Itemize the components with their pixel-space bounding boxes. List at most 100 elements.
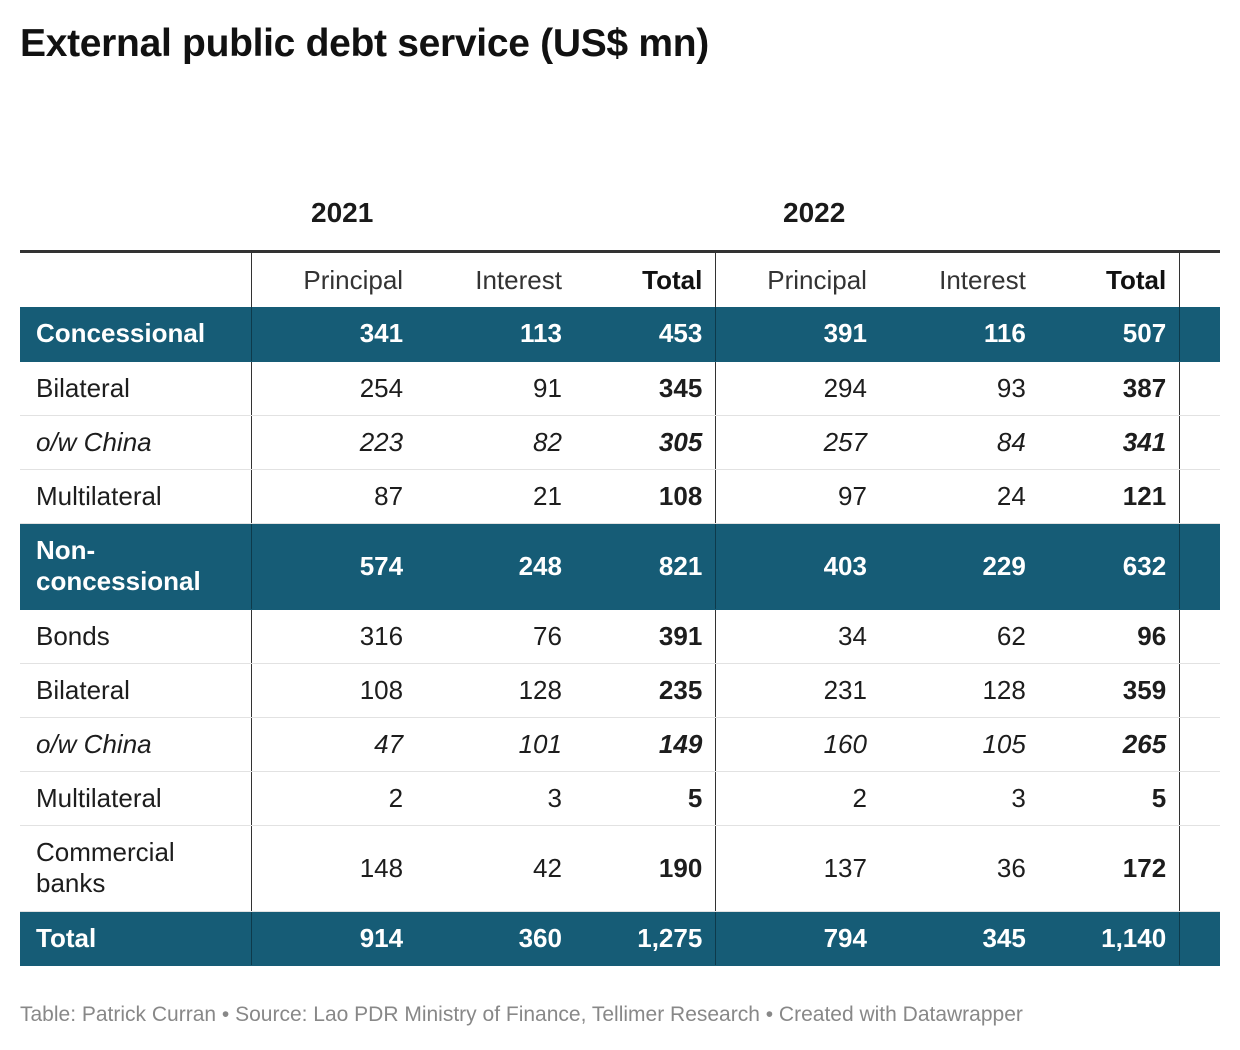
cell-total-2021: 1,275 xyxy=(574,911,717,966)
cell-principal-2021: 47 xyxy=(251,717,417,772)
cell-principal-2022: 391 xyxy=(715,307,880,362)
cell-interest-2022: 128 xyxy=(879,663,1039,718)
cell-principal-2022: 2 xyxy=(715,771,880,826)
cell-total-2022: 341 xyxy=(1038,415,1181,470)
table-body: Concessional 341 113 453 391 116 507 Bilateral 2… xyxy=(20,307,1220,966)
row-label: Commercial banks xyxy=(20,825,253,912)
page-title: External public debt service (US$ mn) xyxy=(20,22,709,65)
cell-principal-2022: 160 xyxy=(715,717,880,772)
header-extra xyxy=(1180,253,1220,307)
cell-total-2021: 453 xyxy=(574,307,717,362)
cell-total-2022: 172 xyxy=(1038,825,1181,912)
cell-extra xyxy=(1179,771,1220,826)
cell-total-2021: 345 xyxy=(574,361,717,416)
cell-principal-2021: 574 xyxy=(251,523,417,610)
table-top-rule xyxy=(20,250,1220,253)
cell-principal-2022: 294 xyxy=(715,361,880,416)
cell-interest-2021: 128 xyxy=(416,663,575,718)
cell-total-2021: 821 xyxy=(574,523,717,610)
year-header-2022: 2022 xyxy=(783,197,846,228)
cell-interest-2021: 21 xyxy=(416,469,575,524)
cell-interest-2021: 248 xyxy=(416,523,575,610)
footer-credits: Table: Patrick Curran • Source: Lao PDR … xyxy=(20,1003,1023,1026)
cell-total-2021: 235 xyxy=(574,663,717,718)
column-header-row: Principal Interest Total Principal Inter… xyxy=(20,253,1220,307)
cell-interest-2022: 62 xyxy=(879,609,1039,664)
cell-principal-2021: 914 xyxy=(251,911,417,966)
cell-total-2021: 391 xyxy=(574,609,717,664)
cell-principal-2021: 341 xyxy=(251,307,417,362)
row-label: Non-concessional xyxy=(20,523,253,610)
row-label: Total xyxy=(20,911,253,966)
cell-total-2022: 96 xyxy=(1038,609,1181,664)
cell-extra xyxy=(1179,523,1220,610)
table-row: Multilateral 87 21 108 97 24 121 xyxy=(20,469,1220,524)
header-interest-2021: Interest xyxy=(475,264,562,295)
cell-interest-2022: 24 xyxy=(879,469,1039,524)
cell-total-2022: 632 xyxy=(1038,523,1181,610)
row-label: o/w China xyxy=(20,717,253,772)
cell-interest-2022: 3 xyxy=(879,771,1039,826)
cell-principal-2022: 794 xyxy=(715,911,880,966)
table-row: Bonds 316 76 391 34 62 96 xyxy=(20,609,1220,664)
header-total-2021: Total xyxy=(574,253,717,307)
cell-interest-2021: 101 xyxy=(416,717,575,772)
cell-total-2022: 507 xyxy=(1038,307,1181,362)
cell-total-2021: 5 xyxy=(574,771,717,826)
cell-principal-2021: 2 xyxy=(251,771,417,826)
cell-total-2022: 1,140 xyxy=(1038,911,1181,966)
cell-interest-2022: 93 xyxy=(879,361,1039,416)
cell-interest-2022: 105 xyxy=(879,717,1039,772)
cell-principal-2021: 108 xyxy=(251,663,417,718)
header-row-label xyxy=(20,253,253,307)
cell-principal-2021: 316 xyxy=(251,609,417,664)
cell-extra xyxy=(1179,717,1220,772)
table-row: Concessional 341 113 453 391 116 507 xyxy=(20,307,1220,362)
cell-principal-2021: 87 xyxy=(251,469,417,524)
row-label: Bonds xyxy=(20,609,253,664)
cell-extra xyxy=(1179,307,1220,362)
cell-principal-2021: 148 xyxy=(251,825,417,912)
header-interest-2022: Interest xyxy=(939,264,1026,295)
table-row: o/w China 47 101 149 160 105 265 xyxy=(20,717,1220,772)
cell-interest-2022: 229 xyxy=(879,523,1039,610)
row-label: Bilateral xyxy=(20,361,253,416)
cell-interest-2022: 345 xyxy=(879,911,1039,966)
cell-interest-2021: 42 xyxy=(416,825,575,912)
cell-extra xyxy=(1179,663,1220,718)
cell-interest-2021: 113 xyxy=(416,307,575,362)
cell-interest-2022: 84 xyxy=(879,415,1039,470)
table-row: o/w China 223 82 305 257 84 341 xyxy=(20,415,1220,470)
cell-principal-2022: 403 xyxy=(715,523,880,610)
cell-total-2022: 5 xyxy=(1038,771,1181,826)
cell-total-2021: 149 xyxy=(574,717,717,772)
cell-total-2021: 305 xyxy=(574,415,717,470)
header-principal-2022: Principal xyxy=(767,264,867,295)
cell-principal-2021: 254 xyxy=(251,361,417,416)
row-label: Multilateral xyxy=(20,771,253,826)
cell-extra xyxy=(1179,469,1220,524)
cell-total-2021: 108 xyxy=(574,469,717,524)
cell-interest-2021: 76 xyxy=(416,609,575,664)
cell-interest-2022: 116 xyxy=(879,307,1039,362)
cell-extra xyxy=(1179,911,1220,966)
cell-interest-2022: 36 xyxy=(879,825,1039,912)
debt-service-table: Principal Interest Total Principal Inter… xyxy=(20,253,1220,966)
cell-principal-2022: 97 xyxy=(715,469,880,524)
year-header-2021: 2021 xyxy=(311,197,374,228)
row-label: Bilateral xyxy=(20,663,253,718)
header-total-2022: Total xyxy=(1038,253,1181,307)
cell-principal-2022: 257 xyxy=(715,415,880,470)
cell-extra xyxy=(1179,609,1220,664)
row-label: Concessional xyxy=(20,307,253,362)
cell-extra xyxy=(1179,825,1220,912)
cell-total-2022: 359 xyxy=(1038,663,1181,718)
row-label: o/w China xyxy=(20,415,253,470)
cell-extra xyxy=(1179,361,1220,416)
cell-principal-2021: 223 xyxy=(251,415,417,470)
row-label: Multilateral xyxy=(20,469,253,524)
table-row: Bilateral 108 128 235 231 128 359 xyxy=(20,663,1220,718)
cell-interest-2021: 3 xyxy=(416,771,575,826)
table-row: Bilateral 254 91 345 294 93 387 xyxy=(20,361,1220,416)
header-principal-2021: Principal xyxy=(303,264,404,295)
